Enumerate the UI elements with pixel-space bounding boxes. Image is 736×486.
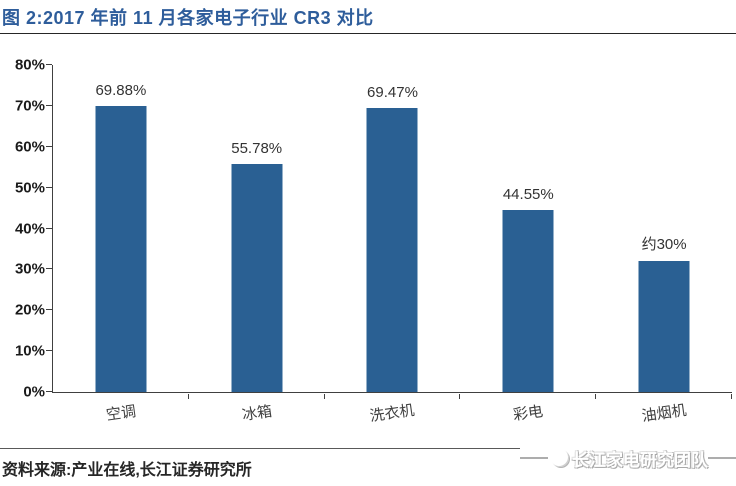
- bar-slot: 69.47% 洗衣机: [325, 65, 461, 425]
- bar-3: [366, 108, 418, 392]
- team-watermark: 长江家电研究团队: [520, 443, 736, 473]
- bar-value-label: 55.78%: [231, 140, 283, 157]
- y-tick-label: 40%: [14, 220, 45, 237]
- watermark-dash-left: [520, 457, 548, 459]
- footer-divider: [0, 448, 522, 449]
- y-tick-label: 80%: [14, 56, 45, 74]
- source-note: 资料来源:产业在线,长江证券研究所: [2, 462, 252, 479]
- x-tick-mark: [323, 394, 325, 399]
- bar-1: [95, 106, 147, 392]
- doodle-mascot-icon: [551, 449, 569, 467]
- x-category-label: 彩电: [512, 402, 545, 424]
- y-tick-mark: [46, 186, 52, 188]
- y-tick-mark: [46, 227, 52, 229]
- y-tick-label: 30%: [14, 260, 45, 278]
- title-divider: [0, 33, 736, 34]
- bar-slot: 55.78% 冰箱: [189, 65, 325, 424]
- bar-slot: 44.55% 彩电: [460, 65, 596, 424]
- bar-slot: 69.88% 空调: [53, 65, 189, 424]
- bar-2: [231, 164, 283, 392]
- plot-area: 0% 10% 20% 30% 40% 50% 60% 70% 80% 69.88% 空调 55.78…: [15, 57, 732, 425]
- y-tick-mark: [46, 104, 52, 106]
- x-tick-mark: [595, 394, 597, 399]
- bar-value-label: 69.88%: [95, 82, 147, 100]
- y-tick-label: 60%: [14, 138, 45, 156]
- y-tick-label: 20%: [14, 301, 45, 319]
- y-tick-mark: [46, 64, 52, 65]
- y-tick-mark: [46, 391, 52, 392]
- bar-value-label: 44.55%: [502, 185, 554, 203]
- y-tick-label: 10%: [14, 342, 45, 360]
- x-category-label: 空调: [104, 402, 138, 424]
- x-category-label: 冰箱: [240, 402, 273, 424]
- x-category-label: 洗衣机: [369, 401, 417, 426]
- y-tick-mark: [46, 145, 52, 147]
- y-tick-label: 0%: [23, 383, 45, 401]
- y-tick-mark: [46, 350, 52, 352]
- x-tick-mark: [731, 394, 732, 399]
- y-tick-mark: [46, 268, 52, 270]
- y-tick-mark: [46, 309, 52, 311]
- x-tick-mark: [187, 394, 189, 399]
- bar-4: [502, 209, 554, 392]
- bar-value-label: 约30%: [641, 236, 687, 254]
- figure-title: 图 2:2017 年前 11 月各家电子行业 CR3 对比: [2, 8, 374, 28]
- x-tick-mark: [459, 394, 461, 399]
- bar-series: 69.88% 空调 55.78% 冰箱 69.47% 洗衣机 44.55% 彩电 约30% 油烟机: [53, 65, 732, 425]
- bar-slot: 约30% 油烟机: [596, 65, 732, 425]
- watermark-text: 长江家电研究团队: [572, 450, 708, 470]
- y-tick-label: 70%: [14, 97, 45, 115]
- watermark-dash-right: [708, 457, 736, 459]
- bar-value-label: 69.47%: [367, 84, 418, 102]
- y-tick-label: 50%: [14, 179, 45, 197]
- bar-5: [638, 261, 690, 392]
- x-category-label: 油烟机: [640, 401, 688, 426]
